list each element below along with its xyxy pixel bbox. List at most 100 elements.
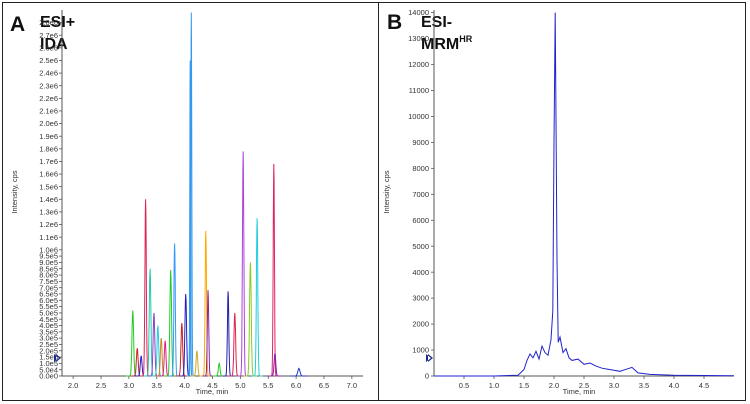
panel-a-baseline-marker-icon: [54, 354, 61, 362]
panel-a-y-tick-label: 1.2e6: [39, 220, 58, 229]
panel-a-peak: [243, 262, 258, 377]
panel-a-peak: [212, 361, 226, 377]
panel-b-x-tick-label: 0.5: [459, 381, 469, 390]
panel-a-x-tick-label: 4.5: [207, 381, 217, 390]
panel-a-peak: [222, 291, 234, 377]
panel-a-y-tick-label: 5.0e5: [39, 308, 58, 317]
panel-a-y-tick-label: 2.4e6: [39, 69, 58, 78]
panel-a-y-tick-label: 6.5e5: [39, 290, 58, 299]
panel-a-x-tick-label: 5.0: [235, 381, 245, 390]
panel-a-y-tick-label: 2.2e6: [39, 94, 58, 103]
panel-b-letter: B: [387, 11, 402, 34]
panel-a-peak: [202, 290, 214, 377]
panel-b-label-line2: MRMHR: [421, 34, 473, 53]
panel-a-ylabel: Intensity, cps: [10, 170, 19, 213]
panel-b-trace: [434, 12, 735, 377]
panel-b-x-tick-label: 1.5: [519, 381, 529, 390]
panel-a-x-tick-label: 3.5: [152, 381, 162, 390]
panel-a-x-tick-label: 6.0: [291, 381, 301, 390]
panel-a-y-tick-label: 1.8e6: [39, 144, 58, 153]
chart-panel-b: B ESI- MRMHR 0 1000 2000 3000 4000 5000 6000 70…: [382, 8, 735, 396]
panel-a-y-tick-label: 5.0e4: [39, 365, 58, 374]
panel-b-x-tick-label: 4.0: [669, 381, 679, 390]
panel-a-y-tick-label: 7.5e5: [39, 277, 58, 286]
panel-a-y-tick-label: 2.5e5: [39, 340, 58, 349]
panel-b-y-tick-label: 8000: [412, 164, 429, 173]
panel-a-x-tick-label: 7.0: [347, 381, 357, 390]
panel-a-y-tick-label: 1.0e5: [39, 359, 58, 368]
panel-a-y-tick-label: 1.3e6: [39, 208, 58, 217]
panel-a-y-tick-label: 2.7e6: [39, 31, 58, 40]
panel-b-x-tick-label: 3.5: [639, 381, 649, 390]
chart-panel-a: A ESI+ IDA 0.0e05.0e41.0e51.5e52.0e52.5e…: [10, 10, 363, 396]
panel-b-y-tick-label: 0: [425, 372, 429, 381]
panel-a-y-tick-label: 9.0e5: [39, 258, 58, 267]
panel-a-y-tick-label: 2.0e6: [39, 119, 58, 128]
panel-a-x-tick-label: 6.5: [319, 381, 329, 390]
panel-b-xlabel: Time, min: [563, 387, 596, 396]
panel-b-x-tick-label: 2.5: [579, 381, 589, 390]
panel-b-baseline-marker-icon: [426, 354, 433, 362]
panel-a-peak: [251, 218, 263, 377]
panel-a-y-tick-label: 1.0e6: [39, 245, 58, 254]
panel-b-y-tick-label: 5000: [412, 242, 429, 251]
panel-a-y-tick-label: 0.0e0: [39, 372, 58, 381]
panel-a-x-tick-label: 3.0: [124, 381, 134, 390]
panel-a-y-tick-label: 1.5e5: [39, 353, 58, 362]
panel-a-y-tick-label: 3.5e5: [39, 327, 58, 336]
panel-a-y-tick-label: 9.5e5: [39, 252, 58, 261]
panel-a-peak: [164, 269, 178, 377]
panel-a-y-tick-label: 6.0e5: [39, 296, 58, 305]
panel-b-y-tick-label: 13000: [408, 34, 429, 43]
panel-a-y-tick-label: 1.5e6: [39, 182, 58, 191]
panel-a-peak: [175, 322, 189, 377]
panel-a-y-tick-label: 2.5e6: [39, 56, 58, 65]
panel-b-y-tick-label: 14000: [408, 8, 429, 17]
panel-a-y-tick-label: 1.6e6: [39, 170, 58, 179]
panel-a-y-tick-label: 2.8e6: [39, 18, 58, 27]
panel-a-y-tick-label: 1.9e6: [39, 132, 58, 141]
panel-b-y-tick-label: 6000: [412, 216, 429, 225]
panel-a-xlabel: Time, min: [196, 387, 229, 396]
panel-a-x-tick-label: 2.0: [68, 381, 78, 390]
panel-a-y-tick-label: 8.0e5: [39, 271, 58, 280]
panel-b-x-tick-label: 1.0: [489, 381, 499, 390]
panel-b-y-tick-label: 11000: [409, 86, 429, 95]
panel-a-peak: [126, 310, 140, 377]
panel-b-y-tick-label: 7000: [412, 190, 429, 199]
panel-b-y-tick-label: 9000: [412, 138, 429, 147]
panel-divider: [378, 2, 379, 401]
panel-b-y-tick-label: 10000: [408, 112, 429, 121]
panel-b-x-tick-label: 3.0: [609, 381, 619, 390]
panel-a-y-tick-label: 5.5e5: [39, 302, 58, 311]
panel-a-y-tick-label: 2.6e6: [39, 43, 58, 52]
panel-b-ylabel: Intensity, cps: [382, 170, 391, 213]
panel-a-x-tick-label: 4.0: [179, 381, 189, 390]
figure-frame: [2, 2, 746, 401]
panel-a-peak: [290, 367, 308, 377]
panel-b-y-tick-label: 4000: [412, 268, 429, 277]
panel-a-y-tick-label: 2.3e6: [39, 81, 58, 90]
panel-a-y-tick-label: 1.4e6: [39, 195, 58, 204]
panel-a-peak: [228, 312, 242, 377]
panel-b-x-tick-label: 4.5: [699, 381, 709, 390]
panel-a-label-line2: IDA: [40, 36, 68, 53]
panel-a-y-tick-label: 4.0e5: [39, 321, 58, 330]
panel-a-peak: [237, 151, 249, 377]
panel-a-peak: [268, 353, 282, 377]
panel-a-y-tick-label: 2.1e6: [39, 107, 58, 116]
panel-a-y-tick-label: 2.0e5: [39, 346, 58, 355]
panel-b-y-tick-label: 12000: [408, 60, 429, 69]
panel-a-peak: [169, 243, 181, 377]
panel-a-y-tick-label: 1.1e6: [39, 233, 58, 242]
panel-a-y-tick-label: 1.7e6: [39, 157, 58, 166]
panel-b-y-tick-label: 3000: [412, 294, 429, 303]
panel-a-x-tick-label: 5.5: [263, 381, 273, 390]
panel-b-x-tick-label: 2.0: [549, 381, 559, 390]
panel-a-peak: [268, 163, 279, 377]
panel-b-label-line1: ESI-: [421, 14, 452, 31]
panel-a-letter: A: [10, 13, 25, 36]
panel-a-y-tick-label: 8.5e5: [39, 264, 58, 273]
panel-a-peak: [200, 230, 212, 377]
panel-b-y-tick-label: 1000: [412, 346, 429, 355]
